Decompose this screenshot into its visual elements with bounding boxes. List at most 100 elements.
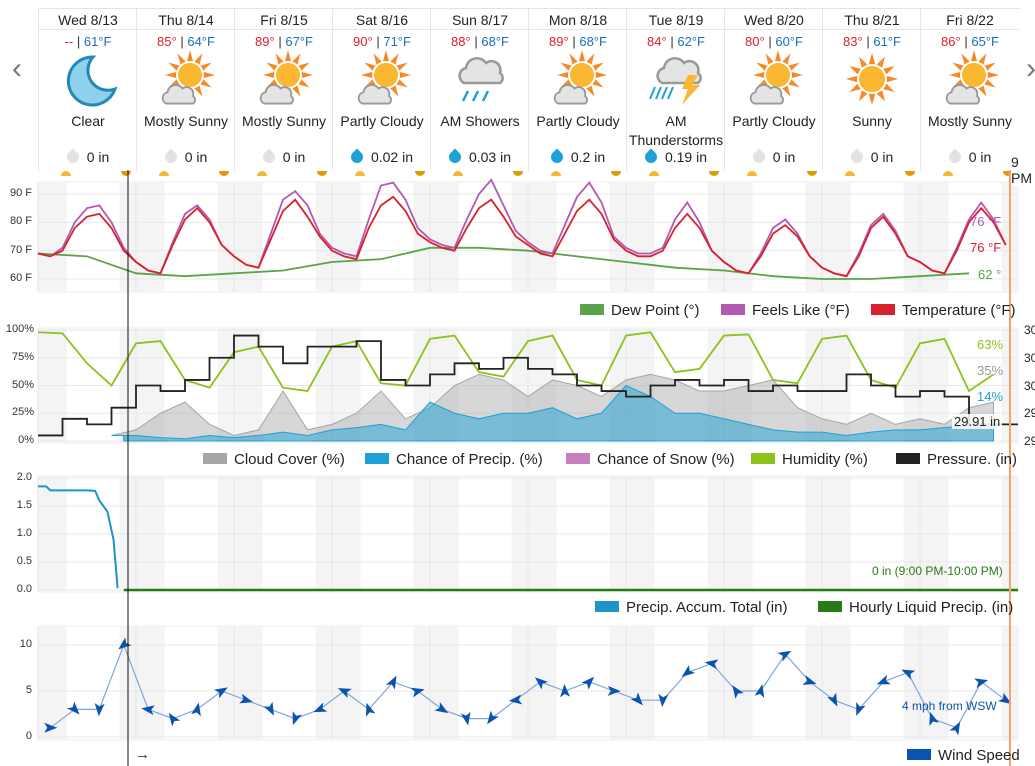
day-column[interactable]: Wed 8/20 80° | 60°F Partly Cloudy 0 in <box>724 9 823 176</box>
night-band <box>332 182 361 292</box>
night-band <box>724 182 753 292</box>
wind-direction-arrow-icon <box>607 685 621 696</box>
sunrise-icon <box>355 171 365 176</box>
high-temp: 80° <box>745 34 765 49</box>
thunder-weather-icon <box>649 56 702 105</box>
day-date: Tue 8/19 <box>627 9 725 30</box>
right-axis-tick: 29 <box>1024 434 1035 448</box>
legend-humidity[interactable]: Humidity (%) <box>751 451 868 468</box>
chevron-left-icon[interactable]: ‹ <box>12 52 22 85</box>
high-temp: 89° <box>255 34 275 49</box>
wind-direction-arrow-icon <box>434 701 449 714</box>
night-band <box>332 626 361 740</box>
wind-direction-arrow-icon <box>827 692 838 707</box>
y-tick-label: 2.0 <box>16 471 32 483</box>
sunset-icon <box>219 171 229 176</box>
now-arrow-icon: → <box>135 746 150 763</box>
legend-swatch <box>365 453 389 464</box>
sunset-icon <box>415 171 425 176</box>
sunrise-icon <box>257 171 267 176</box>
wind-direction-arrow-icon <box>239 693 253 704</box>
y-tick-label: 100% <box>5 323 34 335</box>
legend-swatch <box>907 749 931 760</box>
condition-text: AM Thunderstorms <box>628 113 724 148</box>
wind-direction-arrow-icon <box>901 669 916 680</box>
wind-direction-arrow-icon <box>658 693 669 708</box>
sunset-icon <box>513 171 523 176</box>
sunrise-icon <box>845 171 855 176</box>
day-column[interactable]: Thu 8/14 85° | 64°F Mostly Sunny 0 in <box>136 9 235 176</box>
condition-text: Partly Cloudy <box>732 113 816 129</box>
day-column[interactable]: Tue 8/19 84° | 62°F AM Thunderstorms 0.1… <box>626 9 725 176</box>
y-tick-label: 50% <box>11 378 34 391</box>
precip-amount: 0.2 in <box>529 148 627 166</box>
temperature-readout: 76 °F <box>970 240 1002 255</box>
day-date: Fri 8/15 <box>235 9 333 30</box>
day-column[interactable]: Mon 8/18 89° | 68°F Partly Cloudy 0.2 in <box>528 9 627 176</box>
day-date: Thu 8/21 <box>823 9 921 30</box>
sunset-icon <box>121 171 131 176</box>
precip-amount: 0 in <box>725 148 823 166</box>
condition-text: Mostly Sunny <box>241 113 327 129</box>
day-column[interactable]: Fri 8/22 86° | 65°F Mostly Sunny 0 in <box>920 9 1019 176</box>
legend-swatch <box>871 304 895 315</box>
legend-pressure[interactable]: Pressure. (in) <box>896 451 1017 468</box>
low-temp: 60°F <box>775 34 803 49</box>
legend-hourly-precip[interactable]: Hourly Liquid Precip. (in) <box>818 599 1013 616</box>
night-band <box>315 626 332 740</box>
day-column[interactable]: Thu 8/21 83° | 61°F Sunny 0 in <box>822 9 921 176</box>
high-temp: 90° <box>353 34 373 49</box>
day-date: Sun 8/17 <box>431 9 529 30</box>
sunset-icon <box>317 171 327 176</box>
y-tick-label: 1.5 <box>16 499 32 511</box>
wind-direction-arrow-icon <box>191 702 201 717</box>
low-temp: 67°F <box>285 34 313 49</box>
legend-swatch <box>818 601 842 612</box>
dew-point-line <box>37 246 970 280</box>
wind-direction-arrow-icon <box>581 676 595 690</box>
precip-amount: 0.03 in <box>431 148 529 166</box>
sun-cloud-weather-icon <box>161 50 215 105</box>
y-tick-label: 5 <box>25 684 32 696</box>
sunset-icon <box>611 171 621 176</box>
precip-chance-area <box>111 384 994 442</box>
cloud-cover-readout: 35% <box>977 363 1004 378</box>
y-tick-label: 0 <box>25 730 32 742</box>
wind-speed-line <box>49 643 1007 729</box>
legend-snow-chance[interactable]: Chance of Snow (%) <box>566 451 735 468</box>
right-axis-tick: 29 <box>1024 406 1035 421</box>
legend-dew-point[interactable]: Dew Point (°) <box>580 302 700 319</box>
legend-cloud-cover[interactable]: Cloud Cover (%) <box>203 451 345 468</box>
hover-time-label: 9 PM <box>1011 154 1035 186</box>
sunrise-icon <box>453 171 463 176</box>
wind-direction-arrow-icon <box>118 637 132 650</box>
low-temp: 71°F <box>383 34 411 49</box>
legend-precip-accum[interactable]: Precip. Accum. Total (in) <box>595 599 787 616</box>
day-column[interactable]: Sun 8/17 88° | 68°F AM Showers 0.03 in <box>430 9 529 176</box>
high-low-temps: 84° | 62°F <box>647 34 705 49</box>
night-band <box>903 182 920 292</box>
condition-text: Mostly Sunny <box>927 113 1013 129</box>
humidity-readout: 63% <box>977 337 1004 352</box>
right-axis-tick: 30 <box>1024 323 1035 337</box>
night-band <box>38 626 67 740</box>
precip-amount: 0 in <box>137 148 235 166</box>
wind-direction-arrow-icon <box>802 675 817 685</box>
precip-amount: 0.19 in <box>627 148 725 166</box>
wind-direction-arrow-icon <box>732 685 744 699</box>
night-band <box>38 182 67 292</box>
day-column[interactable]: Wed 8/13 -- | 61°F Clear 0 in <box>38 9 137 176</box>
legend-precip-chance[interactable]: Chance of Precip. (%) <box>365 451 543 468</box>
legend-wind-speed[interactable]: Wind Speed <box>907 747 1020 764</box>
night-band <box>903 626 920 740</box>
legend-feels-like[interactable]: Feels Like (°F) <box>721 302 850 319</box>
day-column[interactable]: Fri 8/15 89° | 67°F Mostly Sunny 0 in <box>234 9 333 176</box>
day-column[interactable]: Sat 8/16 90° | 71°F Partly Cloudy 0.02 i… <box>332 9 431 176</box>
chevron-right-icon[interactable]: › <box>1026 52 1035 85</box>
high-low-temps: 80° | 60°F <box>745 34 803 49</box>
night-band <box>234 182 263 292</box>
legend-temperature[interactable]: Temperature (°F) <box>871 302 1016 319</box>
wind-readout: 4 mph from WSW <box>902 699 997 713</box>
low-temp: 62°F <box>677 34 705 49</box>
low-temp: 64°F <box>187 34 215 49</box>
